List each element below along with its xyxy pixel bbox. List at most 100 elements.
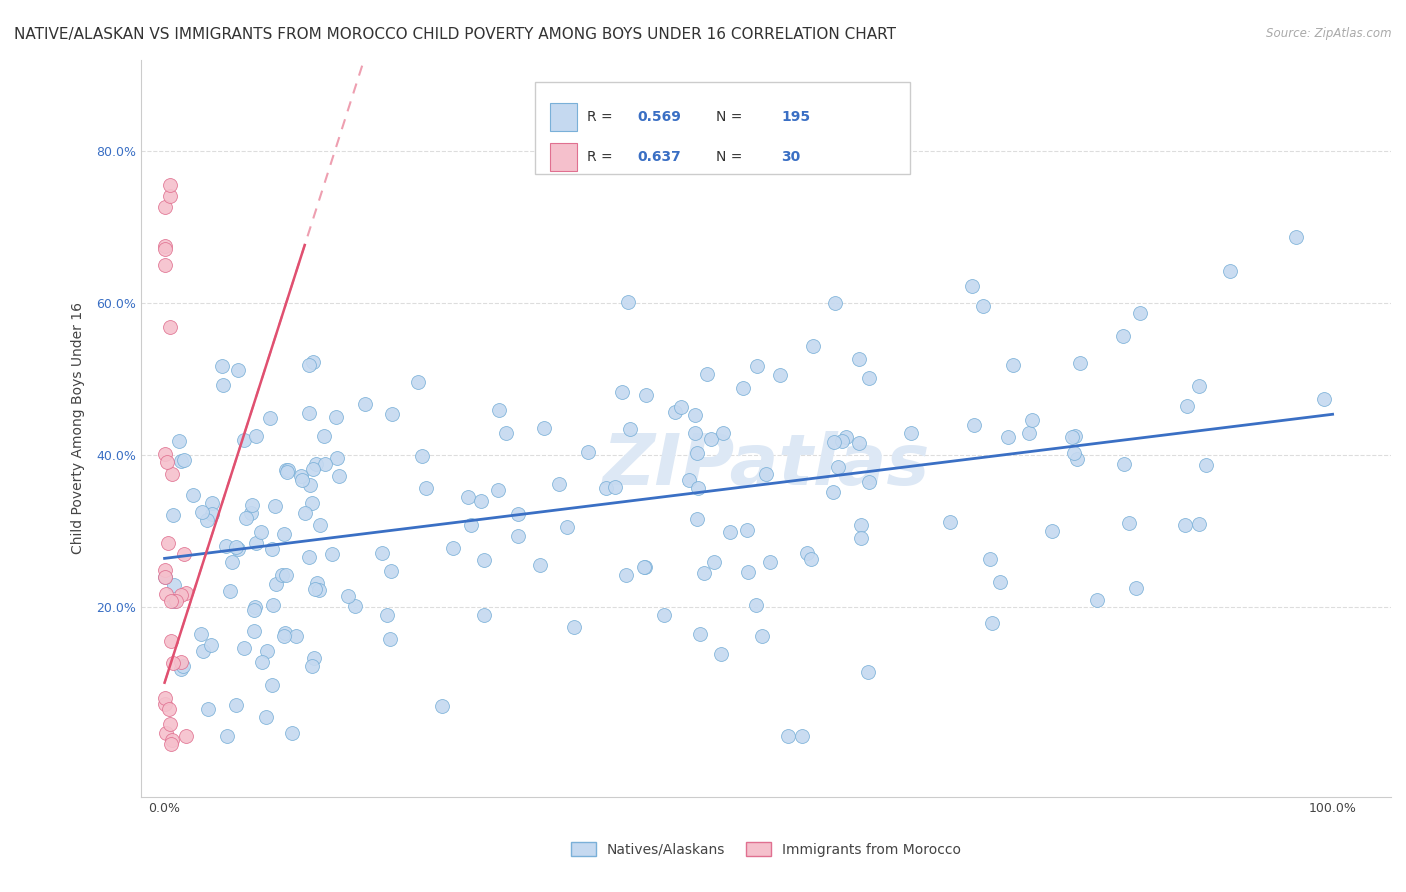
Point [962,279,984,293]
Point [160,634,183,648]
Point [683,409,706,423]
Point [200,638,222,652]
Point [153,691,176,706]
Point [264,499,287,513]
Point [634,560,657,574]
Point [1063,446,1085,460]
Point [160,733,183,747]
Point [486,483,509,497]
Point [790,729,813,743]
Point [298,550,321,565]
Point [312,429,335,443]
Point [159,717,181,731]
Point [308,582,330,597]
Point [1118,516,1140,530]
Point [159,319,181,334]
Point [824,296,846,310]
Point [1188,379,1211,393]
Point [298,406,321,420]
Point [619,422,641,436]
Point [693,566,716,581]
Point [796,546,818,560]
Point [711,425,734,440]
Point [533,421,555,435]
Point [980,615,1002,630]
Point [181,488,204,502]
Point [718,525,741,540]
Point [979,551,1001,566]
Point [260,541,283,556]
Point [157,702,180,716]
Point [1219,263,1241,277]
Point [328,469,350,483]
Point [163,593,186,607]
Point [305,575,328,590]
Point [1195,458,1218,472]
Point [165,594,187,608]
Point [262,678,284,692]
Point [562,620,585,634]
Point [529,558,551,573]
Point [259,411,281,425]
Text: 30: 30 [782,150,800,164]
Point [201,496,224,510]
Point [488,403,510,417]
Point [1064,428,1087,442]
Point [614,568,637,582]
Point [160,594,183,608]
Point [156,454,179,468]
Point [506,508,529,522]
Point [245,535,267,549]
Point [221,555,243,569]
Text: Source: ZipAtlas.com: Source: ZipAtlas.com [1267,27,1392,40]
Point [689,627,711,641]
Point [191,505,214,519]
Point [218,583,240,598]
Point [243,600,266,615]
Point [174,729,197,743]
Point [155,726,177,740]
Point [997,430,1019,444]
Point [211,378,233,392]
Point [159,188,181,202]
Point [153,570,176,584]
Point [370,546,392,560]
Point [153,447,176,461]
Point [239,506,262,520]
Point [301,659,323,673]
Point [457,490,479,504]
Point [353,397,375,411]
Point [858,371,880,385]
Point [406,376,429,390]
Point [193,644,215,658]
Point [172,659,194,673]
Text: 0.569: 0.569 [637,110,682,124]
FancyBboxPatch shape [550,103,578,131]
Point [700,432,723,446]
Point [696,367,718,381]
Point [380,632,402,646]
Point [827,460,849,475]
Point [170,655,193,669]
FancyBboxPatch shape [550,144,578,171]
Point [200,508,222,522]
Point [415,481,437,495]
Point [162,656,184,670]
Point [153,242,176,256]
Point [755,467,778,482]
Point [1125,581,1147,595]
Point [1285,229,1308,244]
Point [731,381,754,395]
Point [159,737,181,751]
Point [1002,358,1025,372]
Point [506,529,529,543]
Point [321,547,343,561]
Point [162,467,184,482]
Point [294,506,316,520]
Point [610,384,633,399]
Point [291,473,314,487]
Point [173,453,195,467]
Point [301,496,323,510]
Text: R =: R = [588,110,617,124]
Point [170,454,193,468]
